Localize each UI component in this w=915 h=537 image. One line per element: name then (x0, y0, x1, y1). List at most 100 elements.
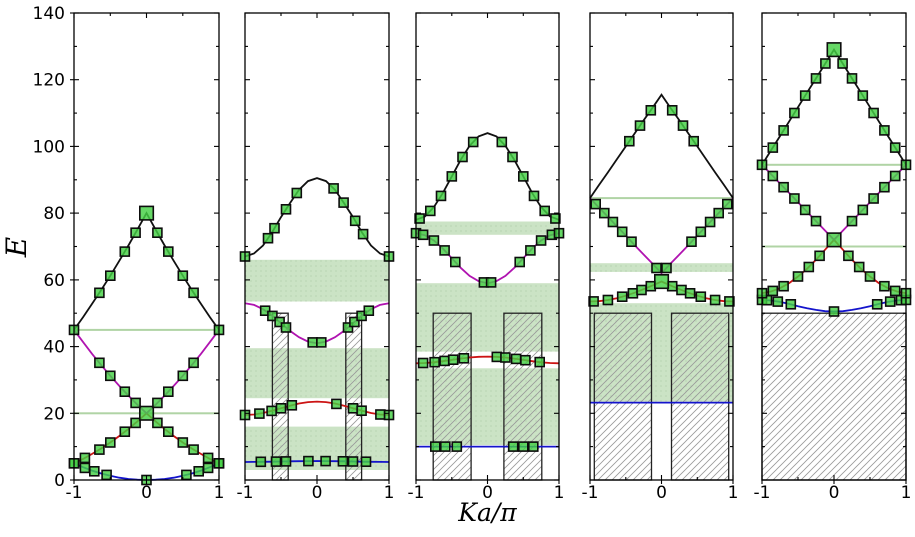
data-point-marker (510, 353, 522, 365)
data-point-marker (588, 296, 599, 307)
allowed-level-line (74, 328, 219, 331)
allowed-level-line (590, 197, 733, 200)
data-point-marker (337, 455, 349, 467)
data-point-marker (152, 417, 163, 429)
x-tick-label: 0 (829, 483, 840, 503)
curve-band4-black (73, 211, 220, 331)
data-point-marker (446, 171, 458, 182)
data-point-marker (270, 456, 282, 467)
data-point-marker (810, 215, 822, 227)
panel-4: -1 0 1 (582, 12, 738, 503)
data-point-marker (724, 296, 735, 307)
data-point-marker (889, 170, 901, 182)
data-point-marker (177, 437, 189, 448)
x-tick-label: 1 (384, 483, 395, 503)
y-tick-label: 0 (54, 471, 65, 491)
data-point-marker (177, 270, 189, 282)
data-point-marker (857, 204, 869, 216)
data-point-marker (439, 355, 450, 367)
data-point-marker (79, 452, 91, 464)
data-point-marker (202, 462, 214, 474)
data-point-marker (491, 351, 503, 363)
data-point-marker (778, 280, 789, 292)
data-point-marker (269, 222, 280, 234)
x-tick-label: 1 (554, 483, 565, 503)
data-point-marker (105, 270, 116, 282)
data-point-marker (889, 285, 901, 297)
data-point-marker (695, 226, 707, 238)
y-tick-label: 80 (43, 204, 65, 224)
data-point-marker (627, 287, 639, 299)
data-point-marker (496, 136, 508, 148)
data-point-marker (785, 298, 797, 310)
data-point-marker (645, 280, 657, 292)
panel-5: -1 0 1 (754, 12, 911, 503)
data-point-marker (105, 437, 116, 448)
curve-band4-black (761, 48, 907, 166)
data-point-marker (254, 408, 265, 419)
data-point-marker (291, 187, 303, 199)
data-point-marker (449, 256, 461, 268)
data-point-marker (868, 107, 879, 119)
data-point-marker (500, 352, 511, 363)
data-point-marker (266, 405, 277, 417)
data-point-marker (485, 277, 497, 288)
axis-ticks (244, 12, 390, 484)
x-axis-label: Ka/π (457, 498, 517, 527)
data-point-marker (119, 426, 131, 438)
data-point-marker (286, 399, 298, 411)
data-point-marker (879, 125, 890, 136)
data-point-marker (303, 455, 314, 467)
data-point-marker (119, 386, 131, 398)
barrier-box (761, 312, 907, 481)
data-point-marker (414, 213, 425, 224)
allowed-bands (245, 259, 389, 470)
data-point-marker (417, 357, 429, 369)
data-point-marker (428, 235, 440, 246)
allowed-bands (74, 328, 219, 415)
data-point-marker (704, 216, 716, 228)
data-point-marker (507, 151, 518, 163)
data-point-marker (307, 337, 319, 348)
data-point-marker (139, 205, 155, 221)
data-point-marker (467, 136, 479, 148)
data-point-marker (713, 207, 725, 219)
data-point-marker (274, 316, 285, 328)
data-point-marker (684, 287, 696, 299)
data-point-marker (871, 298, 883, 310)
data-point-marker (661, 262, 672, 274)
data-point-marker (767, 285, 779, 297)
data-point-marker (163, 386, 174, 398)
y-tick-label: 100 (33, 137, 65, 157)
data-point-marker (280, 456, 292, 467)
data-point-marker (360, 456, 372, 468)
axis-ticks (70, 12, 220, 484)
data-point-marker (772, 296, 784, 307)
panel-2: -1 0 1 (237, 12, 395, 503)
x-tick-label: 0 (312, 483, 323, 503)
potential-barriers (432, 312, 543, 481)
curve-band3-magenta (761, 164, 907, 242)
data-point-marker (778, 125, 789, 136)
data-point-marker (525, 245, 536, 256)
data-point-marker (328, 183, 339, 194)
data-point-marker (202, 452, 214, 464)
data-point-marker (520, 354, 531, 366)
potential-barriers (761, 312, 907, 481)
curve-band3-magenta (73, 329, 220, 415)
data-point-marker (94, 287, 105, 299)
data-point-marker (810, 73, 822, 84)
barrier-box (670, 312, 730, 481)
data-point-marker (139, 405, 155, 421)
data-point-marker (188, 444, 199, 455)
data-point-marker (105, 370, 116, 382)
data-point-marker (255, 456, 267, 468)
data-point-marker (686, 236, 697, 247)
data-point-marker (347, 402, 359, 414)
data-point-marker (814, 250, 825, 262)
x-tick-label: -1 (408, 483, 425, 503)
y-tick-label: 140 (33, 4, 65, 24)
data-point-marker (517, 171, 529, 182)
